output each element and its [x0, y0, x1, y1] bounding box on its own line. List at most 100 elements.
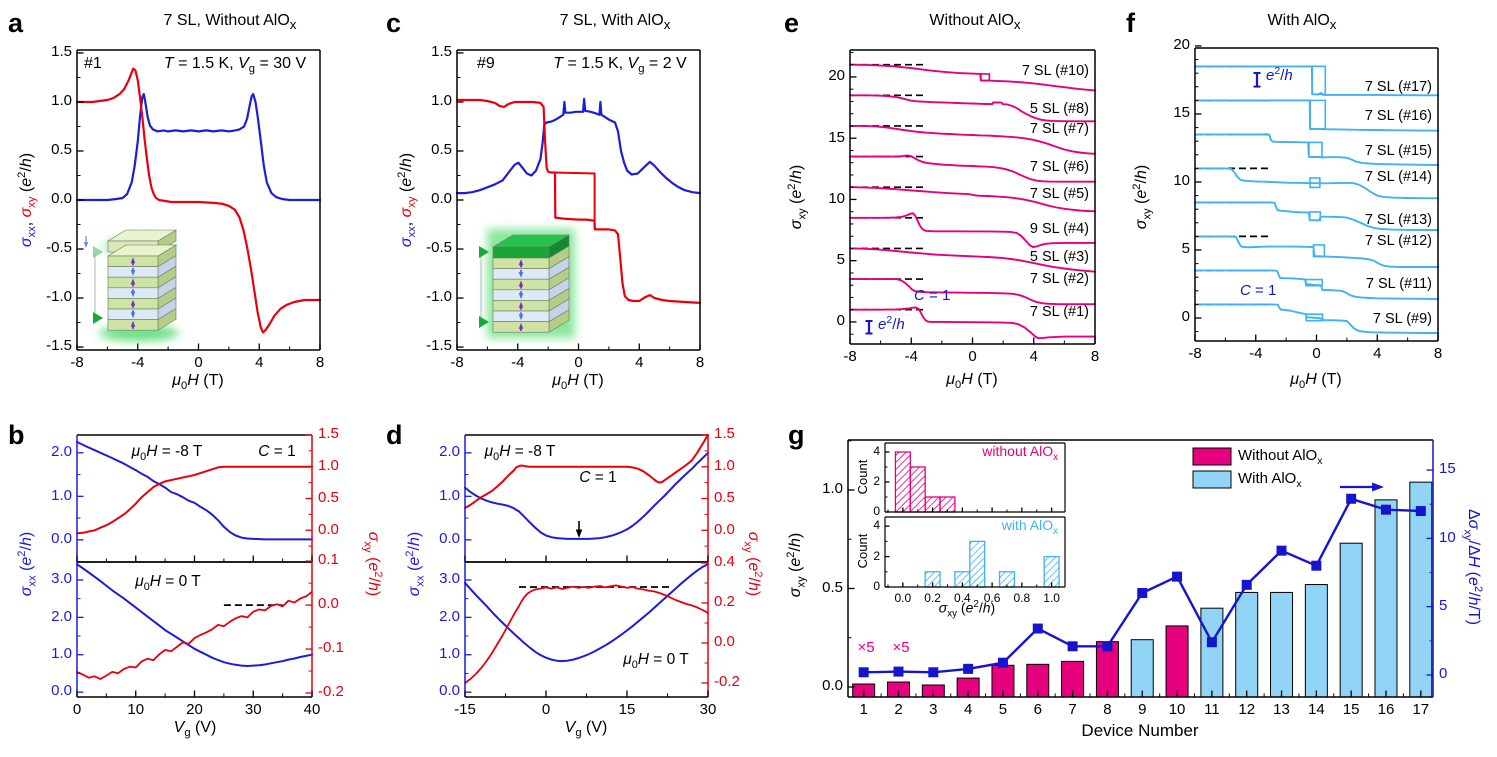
hysteresis-loop	[1311, 65, 1327, 96]
bar-device-14	[1304, 584, 1328, 698]
panel-letter-e: e	[784, 8, 800, 38]
chart-d-bottom	[464, 561, 709, 698]
series-7SL-9	[1194, 303, 1439, 334]
bar-device-11	[1200, 607, 1224, 698]
panel-e-title: Without AlOx	[929, 12, 1021, 33]
panel-letter-g: g	[788, 420, 805, 450]
hist-bar	[969, 540, 986, 588]
series-sigma_xx	[76, 93, 321, 202]
bar-device-15	[1339, 542, 1363, 698]
sample-stack-with-alox	[479, 229, 575, 339]
square-marker	[1172, 571, 1183, 582]
panel-letter-b: b	[8, 420, 25, 450]
series-7SL-7	[849, 124, 1096, 155]
square-marker	[1380, 504, 1391, 515]
series-sigma_xx	[456, 97, 701, 195]
square-marker	[963, 663, 974, 674]
series-sigma_xx	[76, 441, 313, 541]
sample-stack-without-alox	[83, 229, 179, 342]
hysteresis-loop	[1308, 141, 1323, 158]
chart-d-top	[464, 434, 709, 563]
bar-device-9	[1130, 639, 1154, 698]
legend-swatch	[1192, 470, 1232, 489]
edge-state-marker	[93, 246, 103, 258]
square-marker	[858, 667, 869, 678]
series-sigma_xy	[76, 67, 321, 334]
series-7SL-14	[1194, 167, 1439, 200]
square-marker	[1311, 560, 1322, 571]
series-7SL-11	[1194, 269, 1439, 300]
bar-device-12	[1235, 591, 1259, 698]
series-7SL-2	[849, 278, 1096, 306]
edge-state-marker	[479, 316, 489, 328]
series-7SL-10	[849, 63, 1096, 92]
series-7SL-13	[1194, 201, 1439, 231]
series-sigma_xy	[464, 584, 709, 684]
legend-swatch	[1192, 447, 1232, 466]
series-5SL-3	[849, 247, 1096, 273]
panel-letter-a: a	[8, 8, 24, 38]
series-7SL-5	[849, 186, 1096, 213]
chart-e	[849, 49, 1096, 345]
chart-a	[76, 49, 321, 351]
square-marker	[1206, 637, 1217, 648]
chart-hist-without	[884, 442, 1066, 513]
square-marker	[1032, 623, 1043, 634]
series-7SL-12	[1194, 235, 1439, 268]
square-marker	[928, 667, 939, 678]
hysteresis-loop	[1305, 278, 1324, 287]
square-marker	[1276, 545, 1287, 556]
chart-g	[847, 439, 1434, 698]
square-marker	[1067, 641, 1078, 652]
square-marker	[893, 666, 904, 677]
edge-state-marker	[93, 312, 103, 324]
bar-device-16	[1374, 499, 1398, 698]
series-sigma_xy	[76, 465, 313, 535]
series-sigma_xx	[464, 451, 709, 540]
panel-letter-c: c	[386, 8, 402, 38]
panel-c-title: 7 SL, With AlOx	[559, 12, 671, 33]
series-sigma_xx	[464, 563, 709, 663]
hysteresis-loop	[1308, 211, 1322, 222]
chart-b-top	[76, 434, 313, 563]
hist-bar	[894, 451, 911, 513]
series-sigma_xy	[76, 591, 313, 680]
series-9SL-4	[849, 212, 1096, 248]
series-7SL-16	[1194, 99, 1439, 132]
series-sigma_xy	[464, 434, 709, 509]
hysteresis-loop	[980, 73, 991, 82]
series-7SL-17	[1194, 65, 1439, 97]
panel-letter-d: d	[386, 420, 403, 450]
bar-device-13	[1270, 591, 1294, 698]
series-7SL-15	[1194, 133, 1439, 166]
square-marker	[1241, 579, 1252, 590]
square-marker	[1346, 493, 1357, 504]
series-7SL-6	[849, 154, 1096, 183]
series-sigma_xy-branch	[554, 171, 596, 229]
chart-b-bottom	[76, 560, 313, 698]
series-sigma_xx	[76, 563, 313, 667]
chart-hist-with	[884, 516, 1066, 588]
square-marker	[1102, 641, 1113, 652]
square-marker	[1415, 506, 1426, 517]
series-7SL-1	[849, 306, 1096, 340]
panel-f-title: With AlOx	[1267, 12, 1337, 33]
bar-device-10	[1165, 625, 1189, 698]
hist-bar	[909, 466, 926, 513]
panel-a-title: 7 SL, Without AlOx	[163, 12, 297, 33]
hysteresis-loop	[1309, 177, 1321, 189]
series-sigma_xy	[456, 98, 701, 304]
hist-bar	[1043, 555, 1060, 588]
square-marker	[1137, 588, 1148, 599]
hysteresis-loop	[1305, 313, 1324, 322]
chart-c	[456, 49, 701, 351]
hysteresis-loop	[1312, 244, 1326, 258]
square-marker	[997, 657, 1008, 668]
edge-state-marker	[479, 246, 489, 258]
panel-letter-f: f	[1126, 8, 1135, 38]
chart-f	[1194, 45, 1439, 342]
hysteresis-loop	[1309, 99, 1327, 130]
series-5SL-8	[849, 94, 1096, 123]
